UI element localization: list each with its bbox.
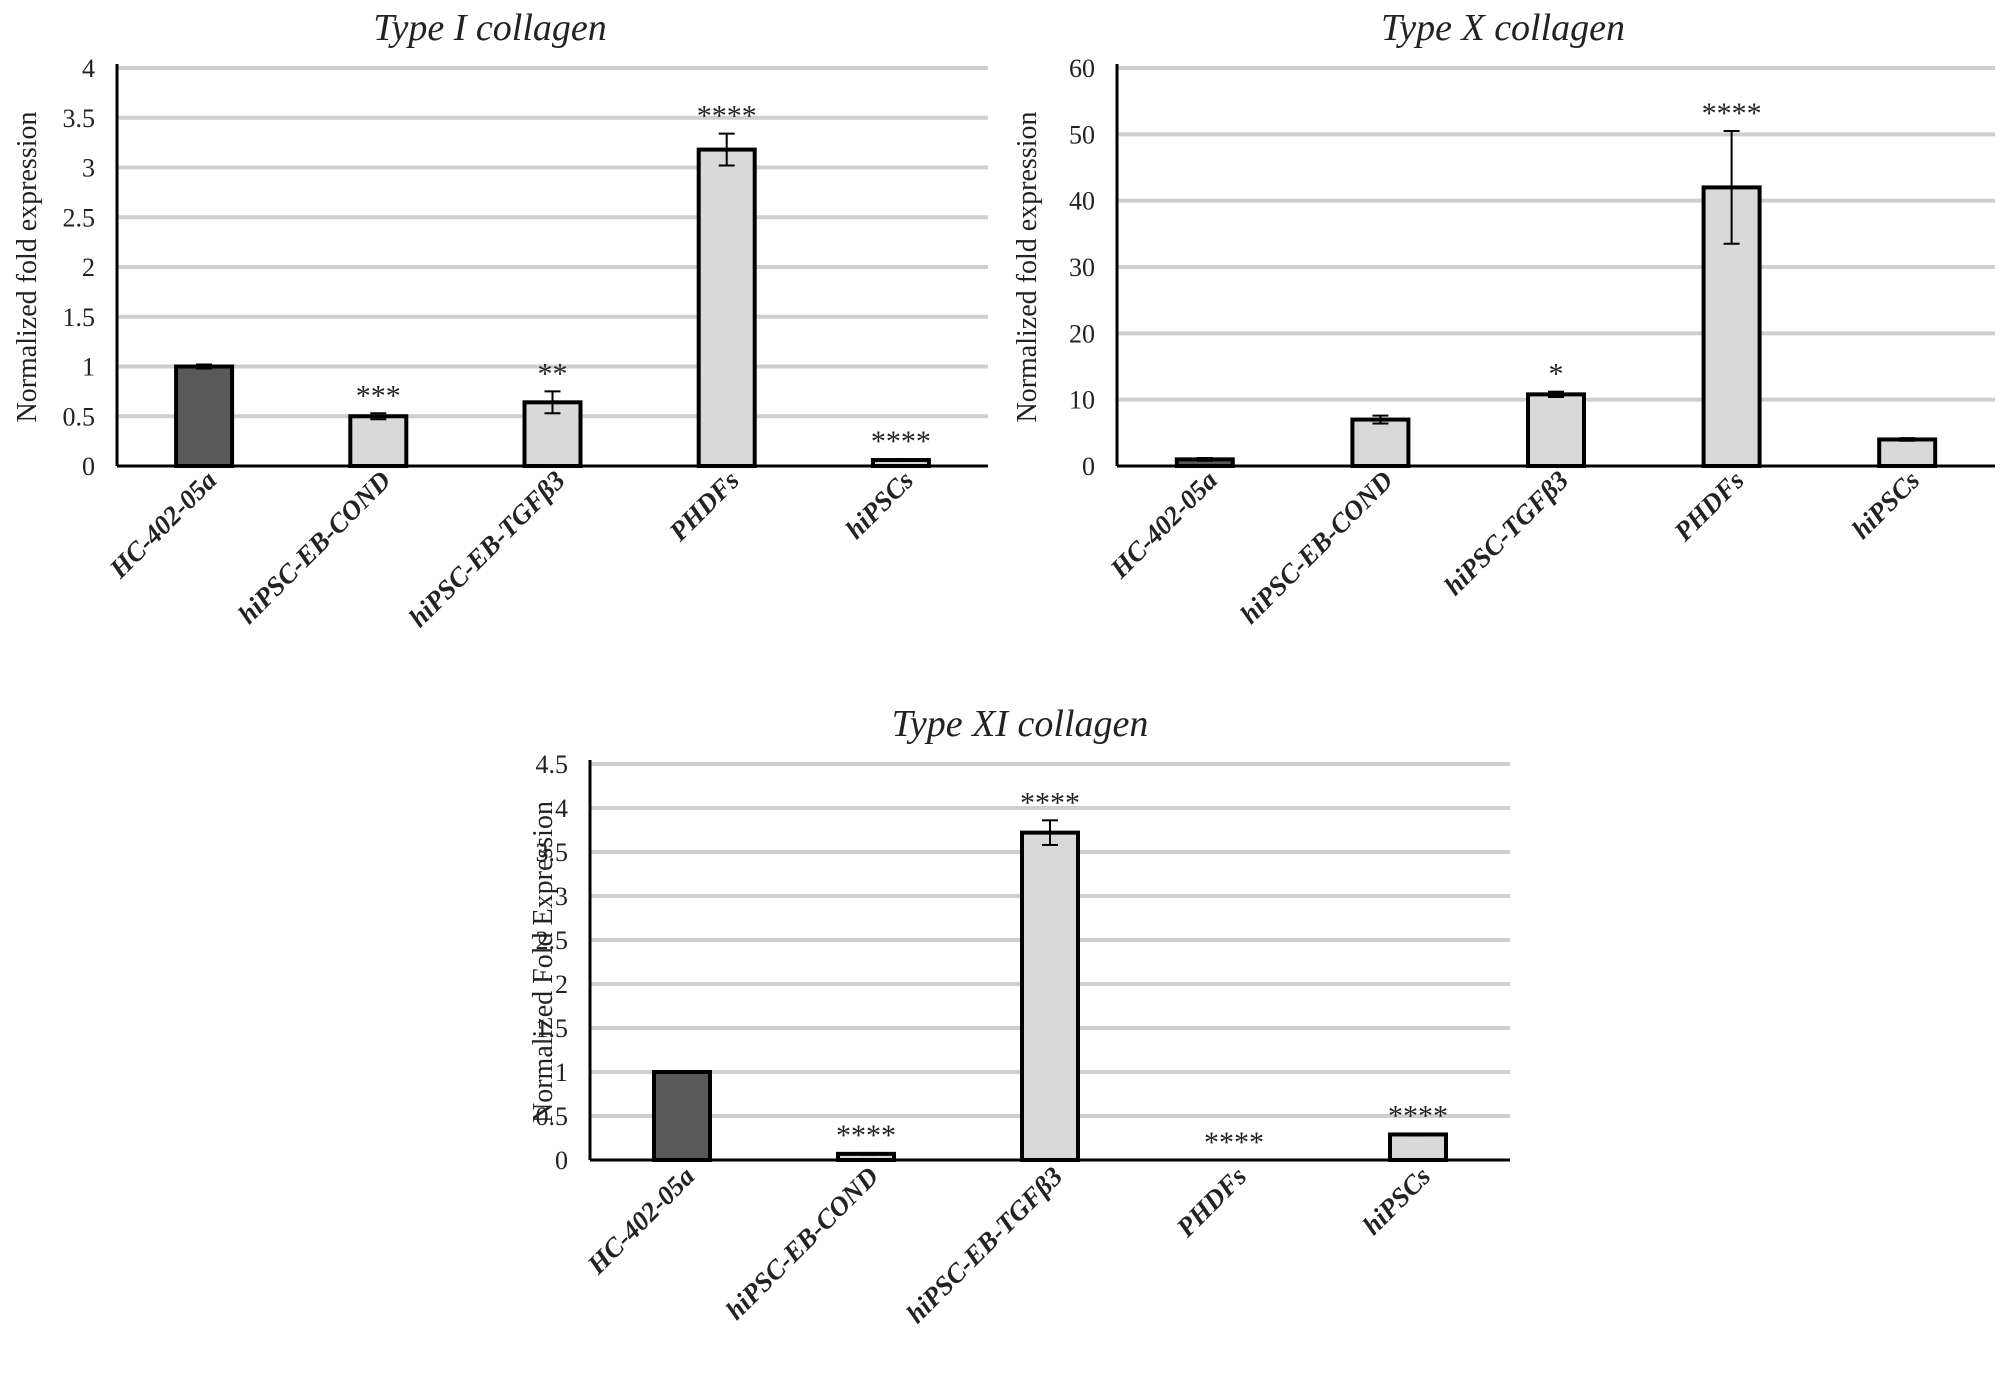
category-label: hiPSC-TGFβ3 [1438,465,1574,601]
bar-hipscs [1388,1132,1448,1162]
category-label: HC-402-05a [581,1161,701,1281]
y-tick-label: 30 [1069,253,1095,282]
category-label: hiPSCs [1357,1161,1437,1241]
category-label: HC-402-05a [1104,465,1224,585]
significance-marker: **** [1702,97,1762,130]
y-tick-label: 20 [1069,319,1095,348]
y-tick-label: 3.5 [63,104,96,133]
y-tick-label: 0 [82,452,95,481]
y-tick-label: 1.5 [63,303,96,332]
category-label: PHDFs [663,465,745,547]
bar-hipsc-eb-tgf-3 [522,400,583,469]
y-tick-label: 0 [1082,452,1095,481]
y-tick-label: 0.5 [536,1102,569,1131]
chart-type-xi-collagen: Type XI collagen 0 0.5 1 1.5 2 2.5 3 3.5 4 4.5 Norm… [528,703,1510,1329]
bar-hc-402-05a [652,1070,712,1162]
chart-type-i-collagen: Type I collagen 0 0.5 1 1.5 2 2.5 3 3.5 4 Normaliz… [12,7,988,633]
y-tick-label: 2 [555,970,568,999]
significance-marker: **** [836,1119,896,1152]
y-tick-label: 4.5 [536,750,569,779]
category-label: hiPSC-EB-TGFβ3 [403,465,571,633]
bar-hipsc-eb-cond [348,414,409,468]
significance-marker: **** [1020,786,1080,819]
significance-marker: * [1549,358,1564,391]
category-label: hiPSCs [840,465,920,545]
bar-hipsc-tgf-3 [1526,392,1586,468]
y-axis-label: Normalized fold expression [1012,111,1043,422]
bar-hipsc-eb-tgf-3 [1020,830,1080,1162]
y-tick-label: 50 [1069,120,1095,149]
significance-marker: **** [1204,1126,1264,1159]
y-tick-label: 2.5 [536,926,569,955]
chart-title: Type X collagen [1381,7,1625,49]
y-axis-label: Normalized fold expression [12,111,43,422]
significance-marker: ** [538,357,568,390]
y-tick-label: 1.5 [536,1014,569,1043]
significance-marker: *** [356,379,401,412]
category-label: PHDFs [1170,1161,1252,1243]
category-label: HC-402-05a [103,465,223,585]
y-tick-label: 2 [82,253,95,282]
y-tick-label: 1 [82,353,95,382]
y-tick-label: 3.5 [536,838,569,867]
bar-phdfs [696,147,757,468]
category-label: PHDFs [1667,465,1749,547]
category-label: hiPSC-EB-COND [232,465,396,629]
category-label: hiPSC-EB-COND [1234,465,1398,629]
chart-title: Type I collagen [373,7,607,49]
y-tick-label: 4 [555,794,568,823]
significance-marker: **** [697,100,757,133]
y-tick-label: 3 [555,882,568,911]
chart-title: Type XI collagen [892,703,1149,745]
bar-hipscs [1877,437,1938,469]
y-tick-label: 0.5 [63,402,96,431]
bar-hc-402-05a [174,364,235,468]
y-tick-label: 40 [1069,187,1095,216]
category-label: hiPSC-EB-TGFβ3 [900,1161,1068,1329]
y-tick-label: 0 [555,1146,568,1175]
y-tick-label: 1 [555,1058,568,1087]
y-tick-label: 2.5 [63,203,96,232]
y-axis-label: Normalized Fold Expression [528,801,559,1123]
y-tick-label: 4 [82,54,95,83]
significance-marker: **** [1388,1100,1448,1133]
category-label: hiPSC-EB-COND [720,1161,884,1325]
chart-type-x-collagen: Type X collagen 0 10 20 30 40 50 60 Normalized f… [1012,7,1995,629]
significance-marker: **** [871,425,931,458]
y-tick-label: 60 [1069,54,1095,83]
category-label: hiPSCs [1846,465,1926,545]
bar-hipsc-eb-cond [1350,417,1411,469]
y-tick-label: 3 [82,154,95,183]
y-tick-label: 10 [1069,386,1095,415]
